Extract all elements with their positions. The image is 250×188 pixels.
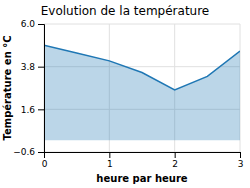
tick: 6.0 (21, 19, 44, 29)
tick-label: 3 (238, 159, 244, 169)
x-axis: 0 1 2 3 (42, 152, 244, 169)
tick-mark (38, 152, 44, 153)
x-axis-title: heure par heure (96, 173, 187, 184)
marks (44, 45, 240, 140)
tick-mark (38, 109, 44, 110)
axis-line (38, 25, 45, 153)
y-axis-title: Température en °C (2, 35, 13, 140)
grid (44, 24, 240, 152)
area (44, 45, 240, 140)
tick: −0.6 (13, 147, 44, 157)
tick-label: 1 (107, 159, 113, 169)
grid-line (44, 24, 240, 25)
title: Evolution de la température (41, 4, 210, 18)
tick: 1.6 (21, 105, 44, 115)
tick: 3 (238, 152, 244, 169)
tick: 2 (172, 152, 178, 169)
tick-label: 1.6 (21, 105, 36, 115)
tick-mark (240, 152, 241, 158)
axis-line (45, 153, 241, 159)
tick-label: 3.8 (21, 62, 36, 72)
tick-label: 0 (42, 159, 48, 169)
chart: 0 1 2 3 −0.6 1.6 3.8 6.0 Evolution de la tempéra… (0, 0, 250, 188)
tick-label: 6.0 (21, 19, 36, 29)
tick-mark (38, 67, 44, 68)
tick-mark (175, 152, 176, 158)
tick: 3.8 (21, 62, 44, 72)
tick-mark (109, 152, 110, 158)
plot: 0 1 2 3 −0.6 1.6 3.8 6.0 (13, 19, 243, 169)
tick: 1 (107, 152, 113, 169)
tick: 0 (42, 152, 48, 169)
y-axis: −0.6 1.6 3.8 6.0 (13, 19, 44, 157)
tick-label: 2 (172, 159, 178, 169)
tick-mark (38, 24, 44, 25)
line (44, 45, 240, 90)
tick-label: −0.6 (13, 147, 35, 157)
